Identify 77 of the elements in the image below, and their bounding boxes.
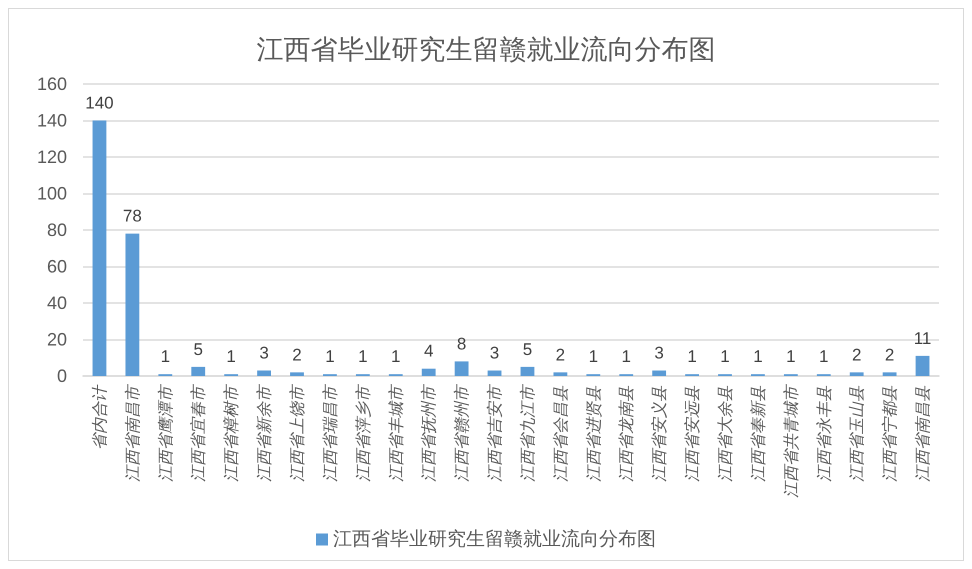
bar — [257, 370, 271, 376]
data-label: 1 — [160, 347, 170, 366]
x-tick-label: 江西省新余市 — [254, 383, 274, 482]
data-label: 3 — [654, 344, 664, 363]
x-tick-label: 江西省樟树市 — [222, 383, 241, 482]
x-tick-label: 江西省鹰潭市 — [156, 383, 175, 482]
bar — [652, 370, 666, 376]
data-label: 2 — [884, 345, 894, 364]
x-tick-label: 江西省抚州市 — [419, 383, 438, 482]
y-tick-label: 140 — [36, 110, 67, 130]
data-label: 1 — [720, 347, 730, 366]
y-tick-label: 120 — [36, 147, 67, 167]
x-tick-label: 江西省萍乡市 — [353, 383, 372, 482]
data-label: 1 — [819, 347, 829, 366]
x-tick-label: 江西省吉安市 — [485, 383, 504, 482]
x-tick-label: 江西省瑞昌市 — [320, 383, 340, 482]
data-label: 8 — [456, 334, 466, 354]
y-tick-label: 160 — [36, 74, 67, 94]
bar — [92, 120, 106, 376]
data-label: 1 — [753, 347, 763, 366]
x-tick-label: 江西省共青城市 — [781, 383, 800, 498]
data-label: 2 — [292, 345, 302, 364]
data-label: 1 — [621, 347, 631, 366]
y-tick-label: 20 — [46, 330, 67, 350]
x-tick-label: 江西省安远县 — [682, 385, 702, 482]
data-label: 11 — [914, 328, 932, 348]
x-tick-label: 江西省南昌县 — [913, 385, 932, 482]
data-label: 5 — [193, 340, 203, 359]
x-tick-label: 江西省永丰县 — [814, 385, 834, 482]
data-label: 78 — [122, 206, 142, 226]
bar — [454, 361, 469, 376]
x-tick-label: 江西省进贤县 — [584, 385, 603, 482]
x-tick-label: 江西省大余县 — [716, 385, 734, 482]
data-label: 1 — [391, 347, 401, 366]
bar — [290, 372, 304, 376]
x-tick-label: 江西省龙南县 — [616, 385, 636, 482]
x-tick-label: 江西省九江市 — [518, 383, 537, 482]
y-tick-label: 80 — [46, 220, 67, 240]
data-label: 2 — [556, 345, 566, 364]
bar — [916, 356, 930, 376]
data-label: 1 — [358, 347, 368, 366]
data-label: 2 — [852, 345, 862, 364]
x-tick-label: 江西省丰城市 — [386, 383, 406, 482]
x-tick-label: 江西省赣州市 — [452, 383, 472, 482]
bar — [850, 372, 864, 376]
x-tick-label: 省内合计 — [90, 384, 109, 450]
data-label: 4 — [424, 342, 434, 361]
bar — [520, 366, 534, 376]
y-tick-label: 40 — [46, 293, 67, 313]
bar — [882, 372, 897, 376]
x-tick-label: 江西省宜春市 — [188, 383, 208, 482]
data-label: 1 — [687, 347, 697, 366]
data-label: 3 — [490, 344, 500, 363]
data-label: 3 — [259, 344, 269, 363]
bar — [422, 368, 436, 376]
bar — [191, 366, 206, 376]
x-tick-label: 江西省宁都县 — [880, 385, 900, 482]
data-label: 1 — [786, 347, 796, 366]
x-tick-label: 江西省会昌县 — [550, 385, 570, 482]
y-tick-label: 100 — [36, 184, 67, 204]
x-tick-label: 江西省奉新县 — [748, 385, 768, 482]
y-tick-label: 0 — [56, 366, 67, 386]
bar — [125, 234, 140, 376]
bar — [553, 372, 568, 376]
y-tick-label: 60 — [46, 256, 67, 276]
data-label: 1 — [588, 347, 598, 366]
x-tick-label: 江西省安义县 — [650, 385, 669, 482]
x-tick-label: 江西省上饶市 — [288, 383, 306, 482]
legend-label: 江西省毕业研究生留赣就业流向分布图 — [333, 528, 656, 550]
x-tick-label: 江西省南昌市 — [122, 383, 142, 482]
data-label: 1 — [226, 347, 236, 366]
data-label: 1 — [325, 347, 335, 366]
data-label: 140 — [85, 94, 114, 112]
chart-title: 江西省毕业研究生留赣就业流向分布图 — [256, 34, 716, 64]
data-label: 5 — [522, 340, 532, 359]
x-tick-label: 江西省玉山县 — [847, 385, 866, 482]
bar — [488, 370, 502, 376]
